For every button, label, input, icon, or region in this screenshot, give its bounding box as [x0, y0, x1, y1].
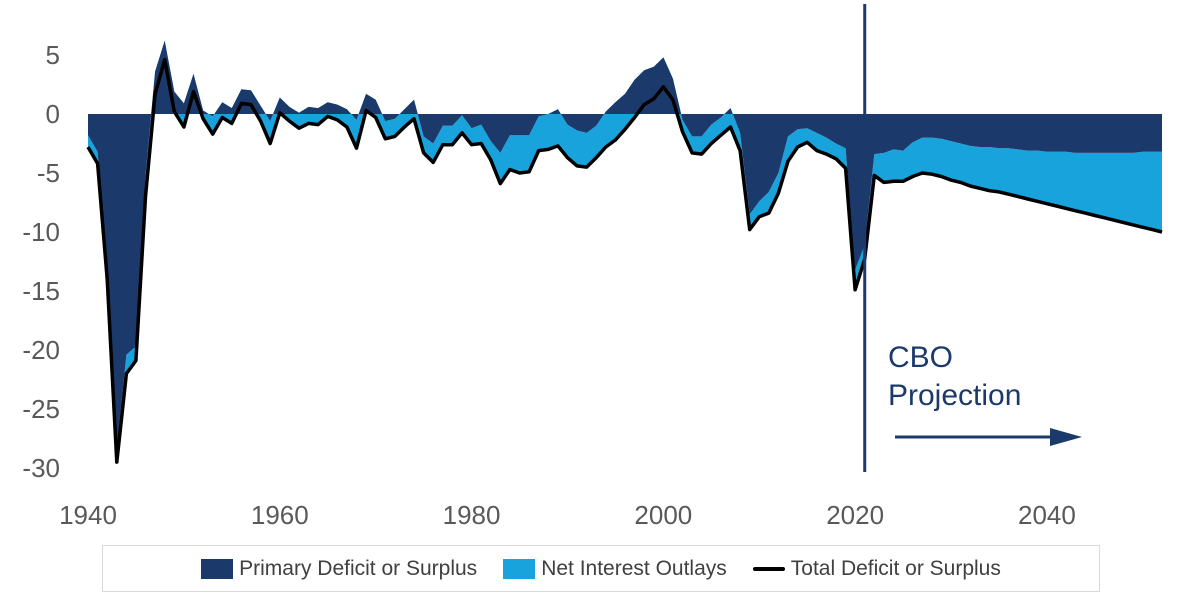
x-tick-label: 2020 [826, 500, 884, 530]
x-tick-label: 1980 [443, 500, 501, 530]
x-tick-label: 2040 [1018, 500, 1076, 530]
x-tick-label: 2000 [634, 500, 692, 530]
projection-annotation: CBO Projection [863, 4, 1082, 472]
legend: Primary Deficit or Surplus Net Interest … [102, 545, 1100, 592]
primary-deficit-area [88, 40, 1162, 448]
legend-label-interest: Net Interest Outlays [541, 556, 727, 580]
legend-swatch-interest [503, 558, 536, 579]
legend-item-interest: Net Interest Outlays [503, 557, 727, 581]
legend-item-total: Total Deficit or Surplus [752, 556, 1001, 581]
annotation-line-2: Projection [888, 379, 1021, 412]
y-tick-label: -25 [22, 394, 60, 424]
y-tick-label: -20 [22, 335, 60, 365]
y-tick-label: -30 [22, 453, 60, 483]
y-tick-label: 0 [46, 99, 60, 129]
legend-label-total: Total Deficit or Surplus [790, 556, 1001, 580]
legend-swatch-primary [201, 558, 234, 579]
total-deficit-line [86, 57, 1163, 464]
x-tick-label: 1940 [59, 500, 117, 530]
y-tick-label: -5 [37, 158, 60, 188]
legend-swatch-total [752, 566, 785, 571]
plot-area [86, 40, 1163, 464]
legend-item-primary: Primary Deficit or Surplus [201, 557, 477, 581]
annotation-line-1: CBO [888, 341, 953, 374]
legend-label-primary: Primary Deficit or Surplus [239, 556, 478, 580]
deficit-chart: 5 0 -5 -10 -15 -20 -25 -30 1940 1960 1980 2000 2020 2… [22, 4, 1163, 530]
y-tick-label: -15 [22, 276, 60, 306]
projection-arrow-head [1050, 428, 1082, 446]
y-tick-label: -10 [22, 217, 60, 247]
x-tick-label: 1960 [251, 500, 309, 530]
axes: 5 0 -5 -10 -15 -20 -25 -30 1940 1960 1980 2000 2020 2… [22, 40, 1075, 530]
y-tick-label: 5 [46, 40, 60, 70]
